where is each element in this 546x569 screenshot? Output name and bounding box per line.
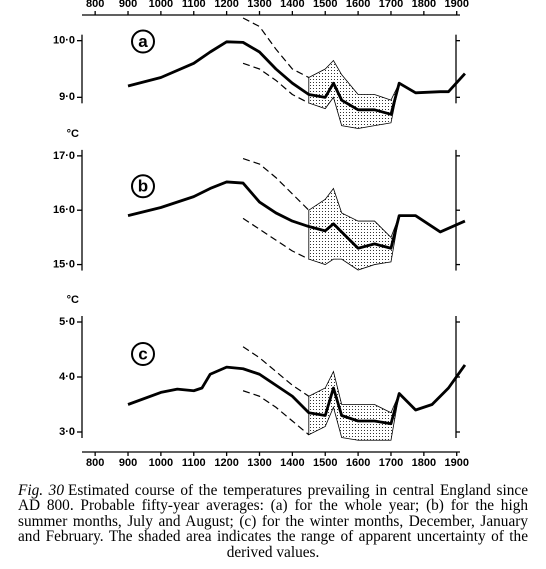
x-tick-label: 1300	[247, 457, 271, 469]
x-tick-label: 1000	[149, 457, 173, 469]
y-tick-label: 10·0	[53, 35, 75, 47]
dashed-line	[242, 62, 310, 104]
panel-label: c	[138, 344, 147, 363]
x-tick-label: 1200	[214, 457, 238, 469]
x-tick-label: 800	[86, 457, 104, 469]
uncertainty-band	[308, 59, 400, 129]
x-tick-label: 1200	[214, 0, 238, 10]
x-tick-label: 1800	[412, 0, 436, 10]
dashed-line	[242, 158, 310, 211]
dashed-line	[242, 217, 310, 260]
panel-label-circle	[131, 174, 155, 199]
y-tick-label: 17·0	[53, 150, 75, 162]
x-tick-label: 800	[86, 0, 104, 10]
x-tick-label: 1800	[412, 457, 436, 469]
dashed-line	[242, 346, 310, 397]
x-tick-label: 1900	[444, 0, 468, 10]
dashed-line	[242, 17, 310, 79]
y-tick-label: 5·0	[59, 316, 75, 328]
x-tick-label: 1100	[182, 0, 206, 10]
uncertainty-band	[308, 187, 400, 271]
x-tick-label: 900	[119, 0, 137, 10]
figure: 9·0 10·0 800 900 1000 1100 1200 1300 1400 1500 160…	[53, 0, 469, 469]
x-tick-label: 1400	[280, 457, 304, 469]
x-tick-label: 1600	[346, 457, 370, 469]
uncertainty-band	[308, 370, 400, 441]
caption-text: Estimated course of the temperatures pre…	[18, 482, 528, 561]
mean-line	[127, 40, 466, 116]
y-tick-label: 3·0	[59, 426, 75, 438]
x-tick-label: 1700	[379, 0, 403, 10]
mean-line	[127, 364, 467, 426]
panel-label-circle	[131, 29, 155, 54]
panel-label: b	[138, 177, 148, 196]
y-tick-label: 4·0	[59, 371, 75, 383]
x-tick-label: 1400	[280, 0, 304, 10]
caption-label: Fig. 30	[18, 482, 64, 499]
mean-line	[127, 180, 466, 250]
panel-label-circle	[131, 342, 155, 366]
x-tick-label: 1500	[313, 457, 337, 469]
x-tick-label: 1500	[313, 0, 337, 10]
x-tick-label: 1700	[379, 457, 403, 469]
x-tick-label: 1600	[346, 0, 370, 10]
y-tick-label: 9·0	[59, 91, 75, 103]
x-tick-label: 1000	[149, 0, 173, 10]
x-tick-label: 1100	[182, 457, 206, 469]
x-tick-label: 900	[119, 457, 137, 469]
dashed-line	[242, 390, 310, 436]
x-tick-label: 1300	[247, 0, 271, 10]
caption: Fig. 30 Estimated course of the temperatu…	[18, 483, 528, 560]
y-axis-label: °C	[67, 128, 79, 140]
y-axis-label: °C	[67, 294, 79, 306]
y-tick-label: 16·0	[53, 204, 75, 216]
panel-label: a	[138, 32, 148, 51]
y-tick-label: 15·0	[53, 258, 75, 270]
x-tick-label: 1900	[444, 457, 468, 469]
